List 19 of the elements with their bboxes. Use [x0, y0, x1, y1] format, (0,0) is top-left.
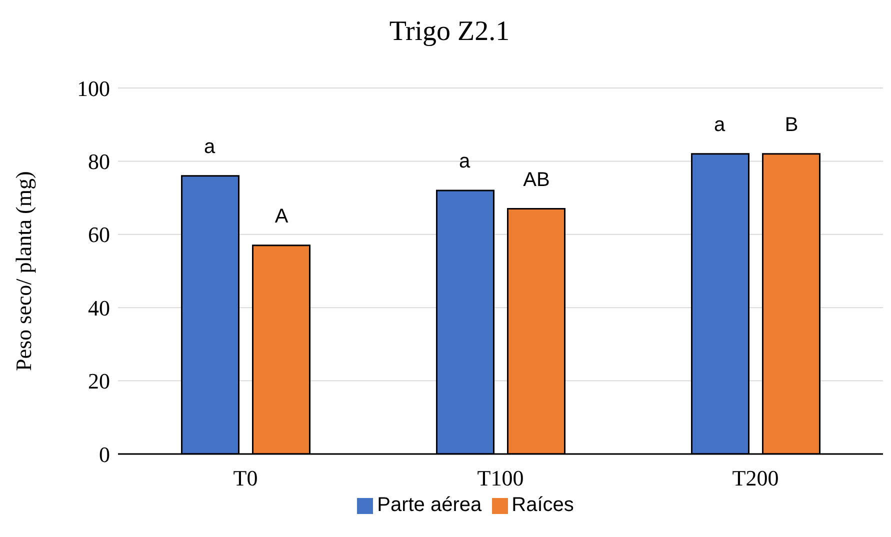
legend-label: Parte aérea [377, 494, 482, 516]
x-tick-label: T0 [233, 466, 258, 491]
y-axis-title: Peso seco/ planta (mg) [10, 171, 36, 371]
annotation: a [458, 150, 471, 173]
x-tick-label: T200 [732, 466, 779, 491]
legend-label: Raíces [512, 494, 574, 516]
x-tick-label: T100 [477, 466, 524, 491]
y-tick-label: 100 [77, 76, 110, 101]
annotation: a [204, 136, 216, 158]
y-tick-label: 40 [88, 295, 110, 320]
y-tick-label: 80 [88, 149, 110, 174]
y-tick-label: 60 [88, 222, 110, 248]
chart-title: Trigo Z2.1 [388, 16, 511, 48]
y-tick-label: 20 [88, 368, 110, 394]
annotation: AB [523, 168, 550, 191]
annotation: A [274, 205, 289, 228]
y-tick-label: 0 [99, 442, 110, 467]
annotation: a [714, 114, 726, 136]
annotation: B [784, 114, 798, 136]
